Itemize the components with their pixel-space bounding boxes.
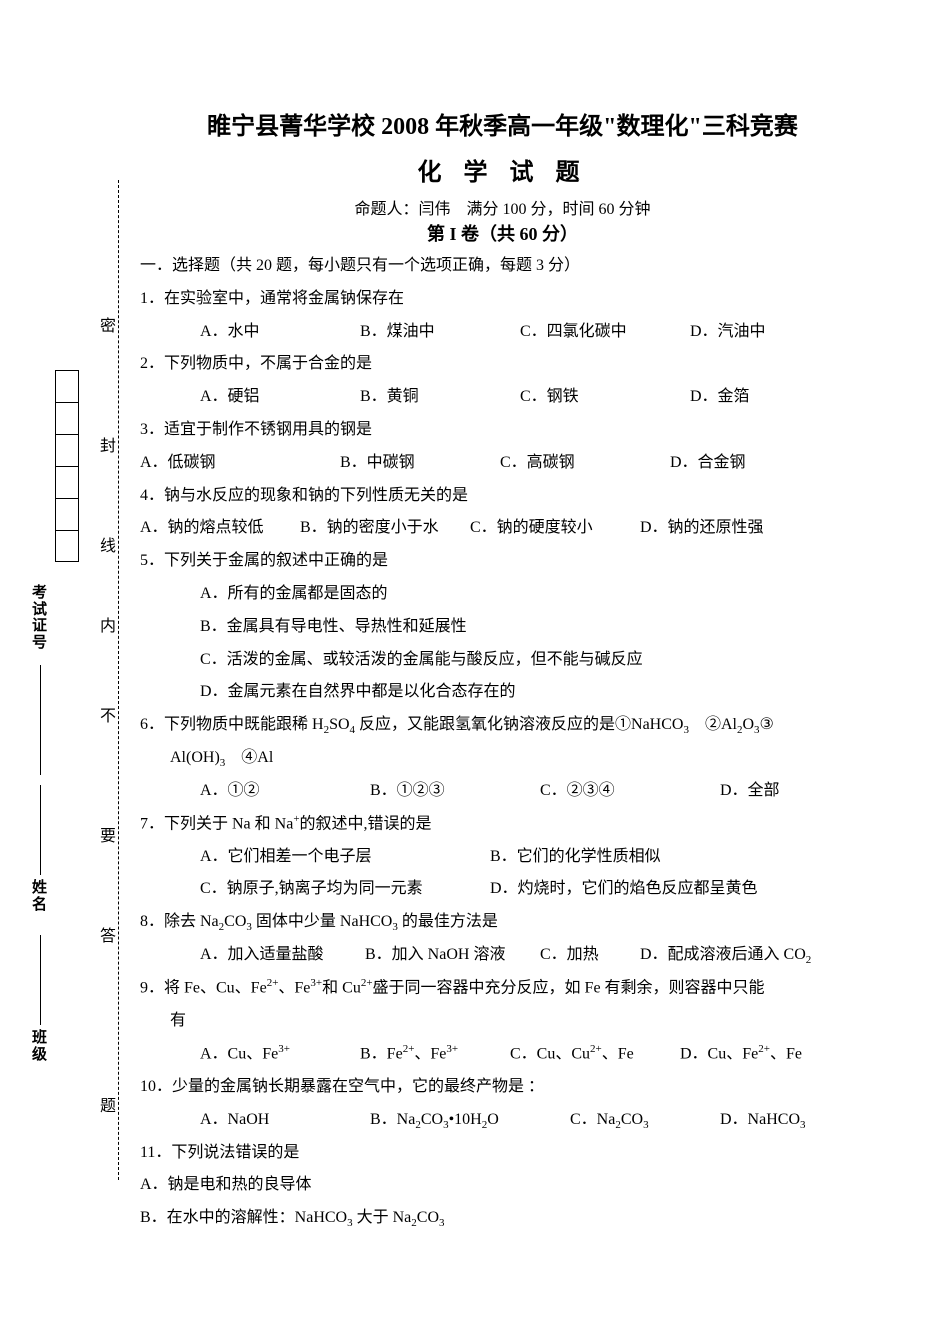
option: A．低碳钢 — [140, 447, 340, 480]
question-cont: 有 — [140, 1005, 865, 1038]
exam-subtitle: 化 学 试 题 — [140, 152, 865, 187]
question-option-line: D．金属元素在自然界中都是以化合态存在的 — [140, 676, 865, 709]
exam-id-boxes — [55, 370, 79, 562]
question-options: A．硬铝B．黄铜C．钢铁D．金箔 — [140, 381, 865, 414]
question-stem: 3．适宜于制作不锈钢用具的钢是 — [140, 414, 865, 447]
question-stem: 7．下列关于 Na 和 Na+的叙述中,错误的是 — [140, 808, 865, 841]
question-stem: 11．下列说法错误的是 — [140, 1137, 865, 1170]
seal-dashed-line — [118, 180, 119, 1180]
question-stem: 1．在实验室中，通常将金属钠保存在 — [140, 283, 865, 316]
seal-char: 题 — [100, 1090, 116, 1118]
exam-meta: 命题人：闫伟 满分 100 分，时间 60 分钟 — [140, 195, 865, 219]
field-class: 班 级 — [32, 1030, 47, 1063]
option: D．NaHCO3 — [720, 1104, 850, 1137]
option: B．钠的密度小于水 — [300, 512, 470, 545]
question-option-line: A．钠是电和热的良导体 — [140, 1169, 865, 1202]
option: B．Na2CO3•10H2O — [370, 1104, 570, 1137]
option: A．水中 — [200, 316, 360, 349]
option: D．Cu、Fe2+、Fe — [680, 1038, 840, 1071]
question-cont: Al(OH)3 ④Al — [140, 742, 865, 775]
question-stem: 6．下列物质中既能跟稀 H2SO4 反应，又能跟氢氧化钠溶液反应的是①NaHCO… — [140, 709, 865, 742]
field-line — [40, 665, 41, 775]
exam-title: 睢宁县菁华学校 2008 年秋季高一年级"数理化"三科竞赛 — [140, 106, 865, 141]
question-option-line: C．活泼的金属、或较活泼的金属能与酸反应，但不能与碱反应 — [140, 644, 865, 677]
option: D．钠的还原性强 — [640, 512, 790, 545]
id-cell[interactable] — [55, 466, 79, 498]
option: D．全部 — [720, 775, 840, 808]
option: A．它们相差一个电子层 — [200, 841, 490, 874]
question-options: A．水中B．煤油中C．四氯化碳中D．汽油中 — [140, 316, 865, 349]
option: D．汽油中 — [690, 316, 810, 349]
option: D．配成溶液后通入 CO2 — [640, 939, 840, 972]
option: C．Na2CO3 — [570, 1104, 720, 1137]
option: A．NaOH — [200, 1104, 370, 1137]
question-options: A．Cu、Fe3+B．Fe2+、Fe3+C．Cu、Cu2+、FeD．Cu、Fe2… — [140, 1038, 865, 1071]
question-stem: 5．下列关于金属的叙述中正确的是 — [140, 545, 865, 578]
id-cell[interactable] — [55, 370, 79, 402]
option: B．黄铜 — [360, 381, 520, 414]
id-cell[interactable] — [55, 402, 79, 434]
option: A．①② — [200, 775, 370, 808]
id-cell[interactable] — [55, 530, 79, 562]
seal-char: 要 — [100, 820, 116, 848]
field-line — [40, 785, 41, 875]
seal-char: 答 — [100, 920, 116, 948]
option: B．它们的化学性质相似 — [490, 841, 810, 874]
option: D．合金钢 — [670, 447, 790, 480]
option: B．①②③ — [370, 775, 540, 808]
section-header: 第 I 卷（共 60 分） — [140, 220, 865, 246]
binding-margin: 密封线内不要答题 考 试 证 号 姓 名 班 级 — [0, 180, 140, 1180]
question-stem: 4．钠与水反应的现象和钠的下列性质无关的是 — [140, 480, 865, 513]
field-exam-id: 考 试 证 号 — [32, 585, 47, 651]
option: C．②③④ — [540, 775, 720, 808]
seal-char: 线 — [100, 530, 116, 558]
option: A．硬铝 — [200, 381, 360, 414]
question-stem: 2．下列物质中，不属于合金的是 — [140, 348, 865, 381]
option: C．钠原子,钠离子均为同一元素 — [200, 873, 490, 906]
option: C．加热 — [540, 939, 640, 972]
seal-char: 不 — [100, 700, 116, 728]
question-options: A．低碳钢B．中碳钢C．高碳钢D．合金钢 — [140, 447, 865, 480]
option: B．Fe2+、Fe3+ — [360, 1038, 510, 1071]
question-options: A．①②B．①②③C．②③④D．全部 — [140, 775, 865, 808]
option: A．Cu、Fe3+ — [200, 1038, 360, 1071]
option: C．钠的硬度较小 — [470, 512, 640, 545]
field-name: 姓 名 — [32, 880, 47, 913]
question-option-line: B．金属具有导电性、导热性和延展性 — [140, 611, 865, 644]
option: D．金箔 — [690, 381, 810, 414]
option: A．加入适量盐酸 — [200, 939, 365, 972]
seal-char: 封 — [100, 430, 116, 458]
question-area: 一．选择题（共 20 题，每小题只有一个选项正确，每题 3 分） 1．在实验室中… — [140, 250, 865, 1235]
id-cell[interactable] — [55, 434, 79, 466]
question-stem: 8．除去 Na2CO3 固体中少量 NaHCO3 的最佳方法是 — [140, 906, 865, 939]
question-options: A．它们相差一个电子层B．它们的化学性质相似 — [140, 841, 865, 874]
option: B．煤油中 — [360, 316, 520, 349]
field-line — [40, 935, 41, 1025]
question-options: A．加入适量盐酸B．加入 NaOH 溶液C．加热D．配成溶液后通入 CO2 — [140, 939, 865, 972]
question-options: A．NaOHB．Na2CO3•10H2OC．Na2CO3D．NaHCO3 — [140, 1104, 865, 1137]
option: C．Cu、Cu2+、Fe — [510, 1038, 680, 1071]
question-option-line: B．在水中的溶解性：NaHCO3 大于 Na2CO3 — [140, 1202, 865, 1235]
seal-char: 密 — [100, 310, 116, 338]
id-cell[interactable] — [55, 498, 79, 530]
option: D．灼烧时，它们的焰色反应都呈黄色 — [490, 873, 810, 906]
option: B．加入 NaOH 溶液 — [365, 939, 540, 972]
option: C．高碳钢 — [500, 447, 670, 480]
question-options: C．钠原子,钠离子均为同一元素D．灼烧时，它们的焰色反应都呈黄色 — [140, 873, 865, 906]
question-options: A．钠的熔点较低B．钠的密度小于水C．钠的硬度较小D．钠的还原性强 — [140, 512, 865, 545]
option: C．四氯化碳中 — [520, 316, 690, 349]
question-stem: 10．少量的金属钠长期暴露在空气中，它的最终产物是 ： — [140, 1071, 865, 1104]
option: B．中碳钢 — [340, 447, 500, 480]
question-stem: 9．将 Fe、Cu、Fe2+、Fe3+和 Cu2+盛于同一容器中充分反应，如 F… — [140, 972, 865, 1005]
seal-char: 内 — [100, 610, 116, 638]
instruction: 一．选择题（共 20 题，每小题只有一个选项正确，每题 3 分） — [140, 250, 865, 283]
option: A．钠的熔点较低 — [140, 512, 300, 545]
question-option-line: A．所有的金属都是固态的 — [140, 578, 865, 611]
option: C．钢铁 — [520, 381, 690, 414]
